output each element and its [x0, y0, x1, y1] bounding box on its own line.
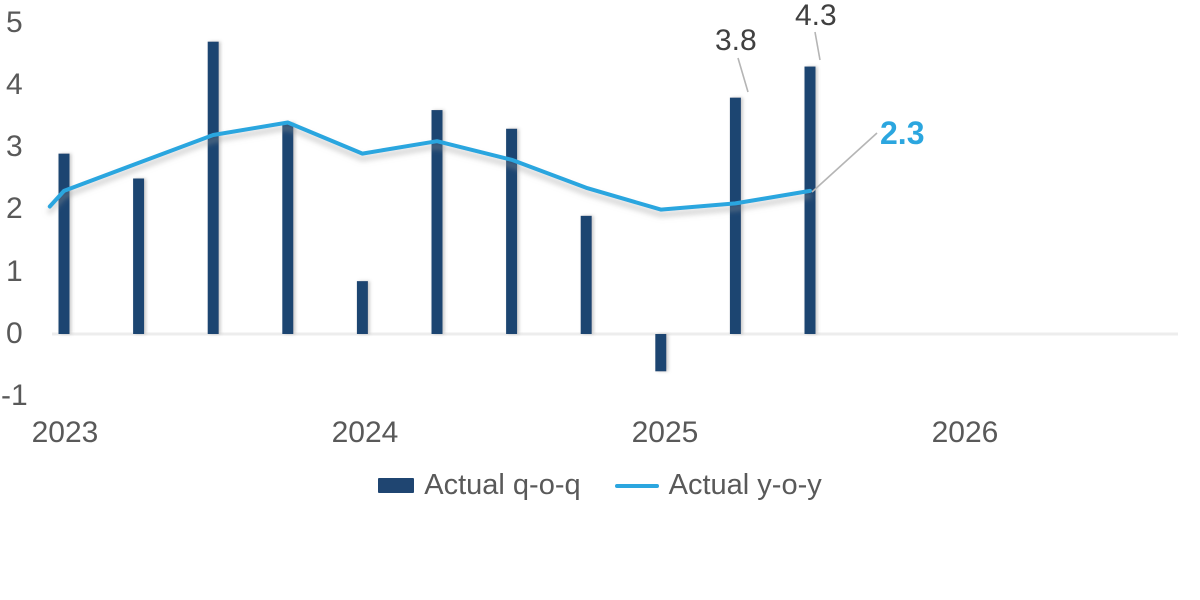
bar: [133, 178, 145, 334]
bar: [431, 110, 443, 334]
line-series-actual-yoy: [47, 120, 812, 212]
y-axis-tick-0: 0: [6, 317, 23, 350]
data-label-3-8: 3.8: [715, 24, 757, 57]
y-axis-tick-3: 3: [6, 130, 23, 163]
callout-leader-line-2-3: [811, 132, 878, 193]
bar: [356, 281, 368, 334]
x-axis-tick-2026: 2026: [931, 416, 999, 449]
callout-leader-line-3-8: [737, 57, 749, 93]
data-label-2-3: 2.3: [880, 115, 925, 151]
legend-item-actual-yoy[interactable]: Actual y-o-y: [614, 469, 822, 501]
y-axis-tick-2: 2: [6, 192, 23, 225]
x-axis-tick-2025: 2025: [631, 416, 699, 449]
chart-legend: Actual q-o-q Actual y-o-y: [0, 470, 1200, 501]
y-axis-tick-5: 5: [6, 6, 23, 39]
bar: [282, 122, 294, 335]
y-axis-tick-4: 4: [6, 68, 23, 101]
data-label-4-3: 4.3: [795, 0, 837, 32]
bar: [804, 66, 816, 334]
legend-line-swatch-icon: [614, 483, 659, 488]
bar: [729, 97, 741, 334]
bar-series-actual-qoq: [58, 41, 816, 372]
legend-label-actual-yoy: Actual y-o-y: [668, 469, 822, 501]
x-axis-tick-2024: 2024: [331, 416, 399, 449]
y-axis-tick-1: 1: [6, 255, 23, 288]
x-axis-tick-2023: 2023: [31, 416, 99, 449]
bar: [58, 153, 70, 334]
bar: [580, 215, 592, 334]
bar: [506, 128, 518, 334]
bar: [207, 41, 219, 334]
legend-item-actual-qoq[interactable]: Actual q-o-q: [378, 469, 581, 501]
y-axis-tick-neg-1: -1: [1, 379, 28, 412]
legend-bar-swatch-icon: [378, 478, 415, 493]
callout-leader-line-4-3: [814, 31, 821, 61]
legend-label-actual-qoq: Actual q-o-q: [424, 469, 581, 501]
bar: [655, 334, 667, 372]
